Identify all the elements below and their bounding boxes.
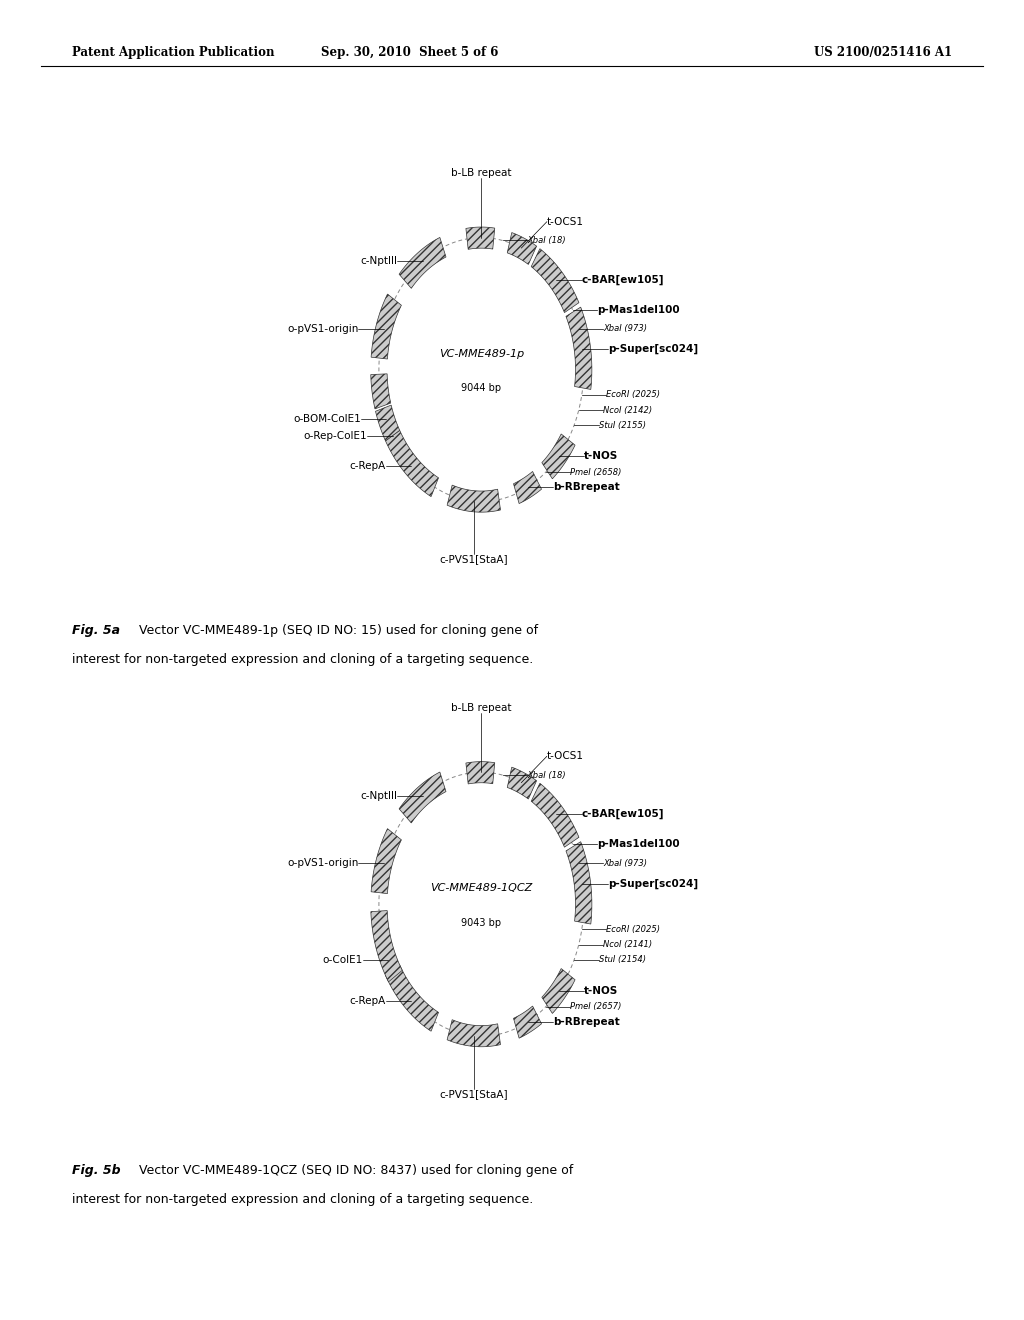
Text: VC-MME489-1QCZ: VC-MME489-1QCZ <box>430 883 532 894</box>
Text: XbaI (18): XbaI (18) <box>527 771 566 780</box>
Text: c-PVS1[StaA]: c-PVS1[StaA] <box>440 554 509 564</box>
Text: XbaI (18): XbaI (18) <box>527 236 566 246</box>
Text: c-RepA: c-RepA <box>349 995 386 1006</box>
Text: Vector VC-MME489-1p (SEQ ID NO: 15) used for cloning gene of: Vector VC-MME489-1p (SEQ ID NO: 15) used… <box>135 624 539 638</box>
Polygon shape <box>447 1019 501 1047</box>
Text: Vector VC-MME489-1QCZ (SEQ ID NO: 8437) used for cloning gene of: Vector VC-MME489-1QCZ (SEQ ID NO: 8437) … <box>135 1164 573 1177</box>
Polygon shape <box>371 829 401 894</box>
Text: 9043 bp: 9043 bp <box>461 917 502 928</box>
Text: c-NptIII: c-NptIII <box>360 256 397 267</box>
Text: StuI (2154): StuI (2154) <box>599 956 646 965</box>
Text: VC-MME489-1p: VC-MME489-1p <box>438 348 524 359</box>
Text: interest for non-targeted expression and cloning of a targeting sequence.: interest for non-targeted expression and… <box>72 653 532 667</box>
Text: PmeI (2657): PmeI (2657) <box>570 1002 622 1011</box>
Text: US 2100/0251416 A1: US 2100/0251416 A1 <box>814 46 952 59</box>
Text: o-BOM-ColE1: o-BOM-ColE1 <box>293 414 360 424</box>
Text: interest for non-targeted expression and cloning of a targeting sequence.: interest for non-targeted expression and… <box>72 1193 532 1206</box>
Polygon shape <box>376 405 399 441</box>
Polygon shape <box>385 430 438 496</box>
Text: p-Mas1del100: p-Mas1del100 <box>597 840 680 849</box>
Polygon shape <box>507 232 537 264</box>
Polygon shape <box>531 248 579 313</box>
Text: t-OCS1: t-OCS1 <box>547 216 584 227</box>
Polygon shape <box>513 471 542 503</box>
Text: XbaI (973): XbaI (973) <box>603 859 647 869</box>
Polygon shape <box>566 308 592 389</box>
Text: XbaI (973): XbaI (973) <box>603 325 647 334</box>
Text: c-BAR[ew105]: c-BAR[ew105] <box>582 809 665 820</box>
Text: b-RBrepeat: b-RBrepeat <box>553 482 621 492</box>
Text: p-Mas1del100: p-Mas1del100 <box>597 305 680 314</box>
Polygon shape <box>371 374 391 409</box>
Polygon shape <box>399 238 446 288</box>
Text: p-Super[sc024]: p-Super[sc024] <box>608 878 698 888</box>
Polygon shape <box>466 762 495 784</box>
Text: o-pVS1-origin: o-pVS1-origin <box>287 858 358 869</box>
Text: t-OCS1: t-OCS1 <box>547 751 584 762</box>
Text: NcoI (2141): NcoI (2141) <box>603 940 652 949</box>
Text: Patent Application Publication: Patent Application Publication <box>72 46 274 59</box>
Polygon shape <box>507 767 537 799</box>
Text: Sep. 30, 2010  Sheet 5 of 6: Sep. 30, 2010 Sheet 5 of 6 <box>321 46 499 59</box>
Text: b-LB repeat: b-LB repeat <box>451 168 512 178</box>
Text: PmeI (2658): PmeI (2658) <box>570 467 622 477</box>
Text: EcoRI (2025): EcoRI (2025) <box>606 925 660 933</box>
Text: b-LB repeat: b-LB repeat <box>451 702 512 713</box>
Text: c-RepA: c-RepA <box>349 461 386 471</box>
Polygon shape <box>466 227 495 249</box>
Text: EcoRI (2025): EcoRI (2025) <box>606 391 660 399</box>
Text: NcoI (2142): NcoI (2142) <box>603 405 652 414</box>
Polygon shape <box>542 969 575 1014</box>
Polygon shape <box>566 842 592 924</box>
Polygon shape <box>371 294 401 359</box>
Polygon shape <box>371 911 402 982</box>
Polygon shape <box>385 965 438 1031</box>
Text: 9044 bp: 9044 bp <box>461 383 502 393</box>
Text: t-NOS: t-NOS <box>584 451 618 461</box>
Polygon shape <box>513 1006 542 1038</box>
Text: c-PVS1[StaA]: c-PVS1[StaA] <box>440 1089 509 1098</box>
Text: b-RBrepeat: b-RBrepeat <box>553 1016 621 1027</box>
Text: StuI (2155): StuI (2155) <box>599 421 646 430</box>
Polygon shape <box>399 772 446 822</box>
Text: c-NptIII: c-NptIII <box>360 791 397 801</box>
Text: c-BAR[ew105]: c-BAR[ew105] <box>582 275 665 285</box>
Text: Fig. 5b: Fig. 5b <box>72 1164 120 1177</box>
Text: t-NOS: t-NOS <box>584 986 618 995</box>
Polygon shape <box>542 434 575 479</box>
Text: p-Super[sc024]: p-Super[sc024] <box>608 343 698 354</box>
Polygon shape <box>447 484 501 512</box>
Polygon shape <box>531 783 579 847</box>
Text: Fig. 5a: Fig. 5a <box>72 624 120 638</box>
Text: o-Rep-ColE1: o-Rep-ColE1 <box>303 430 367 441</box>
Text: o-ColE1: o-ColE1 <box>323 954 362 965</box>
Text: o-pVS1-origin: o-pVS1-origin <box>287 323 358 334</box>
